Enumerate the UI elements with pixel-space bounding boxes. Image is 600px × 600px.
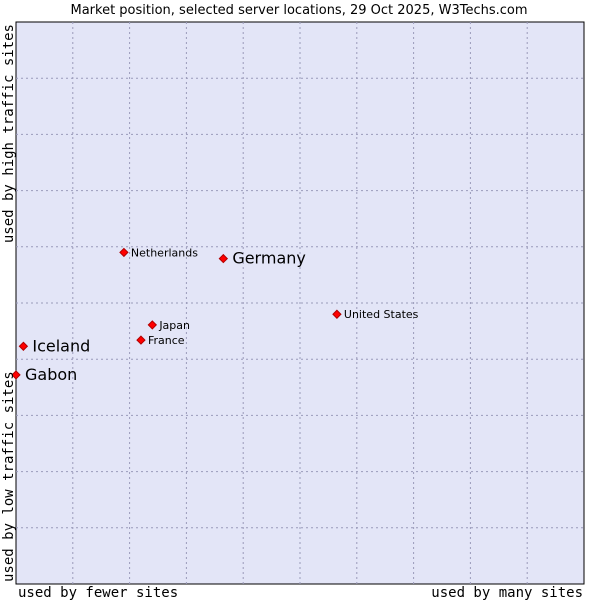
x-axis-label-right: used by many sites <box>431 585 583 600</box>
point-label: Iceland <box>32 336 90 355</box>
grid-lines <box>16 22 584 584</box>
point-marker <box>218 253 229 264</box>
y-axis-label-bottom: used by low traffic sites <box>1 371 17 582</box>
chart-title: Market position, selected server locatio… <box>70 3 527 18</box>
point-iceland: Iceland <box>18 336 90 355</box>
point-label: Japan <box>158 319 190 332</box>
point-japan: Japan <box>147 319 190 332</box>
point-label: United States <box>344 308 419 321</box>
point-germany: Germany <box>218 249 306 268</box>
point-marker <box>136 335 146 345</box>
point-label: France <box>148 334 185 347</box>
point-label: Gabon <box>25 365 77 384</box>
point-marker <box>332 309 342 319</box>
point-marker <box>11 370 21 380</box>
point-label: Netherlands <box>131 246 198 259</box>
point-label: Germany <box>232 249 306 268</box>
point-marker <box>119 247 129 258</box>
point-france: France <box>136 334 185 347</box>
point-marker <box>147 320 158 330</box>
x-axis-label-left: used by fewer sites <box>18 585 178 600</box>
point-gabon: Gabon <box>11 365 77 384</box>
y-axis-label-top: used by high traffic sites <box>1 24 17 243</box>
point-netherlands: Netherlands <box>119 246 198 259</box>
point-marker <box>18 341 29 351</box>
point-united-states: United States <box>332 308 419 321</box>
data-points: Netherlands Germany United States Japan Fran… <box>11 246 419 384</box>
